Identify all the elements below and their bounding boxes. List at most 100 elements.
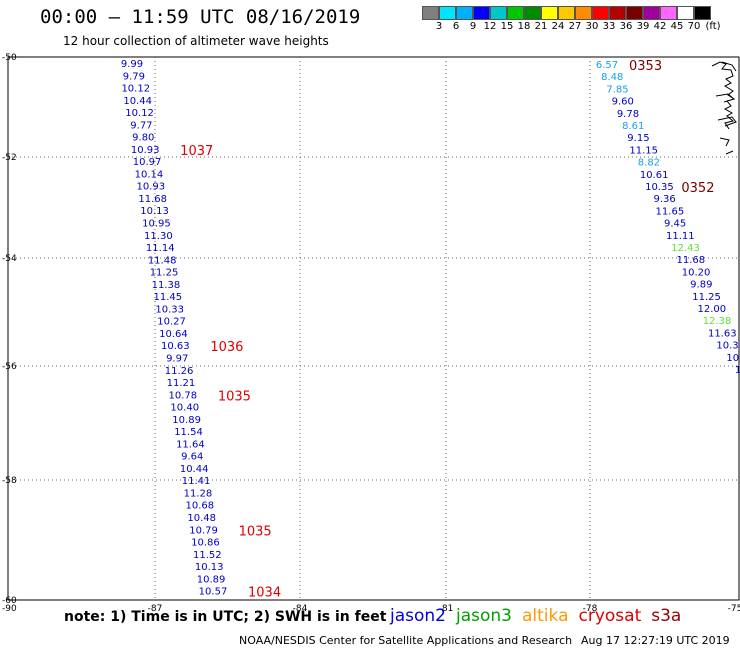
swh-value: 10.61	[640, 170, 669, 181]
footer-credit: NOAA/NESDIS Center for Satellite Applica…	[239, 634, 573, 647]
swh-value: 10.27	[157, 317, 186, 328]
swh-value: 10.12	[121, 84, 150, 95]
legend-label: 27	[568, 21, 582, 32]
swh-value: 11.28	[184, 488, 213, 499]
swh-value: 11.38	[152, 280, 181, 291]
swh-value: 10.86	[191, 538, 220, 549]
swh-value: 11.48	[148, 255, 177, 266]
swh-value: 10.79	[189, 525, 218, 536]
lat-tick-label: -50	[2, 53, 17, 63]
swh-value: 11.25	[692, 292, 721, 303]
lon-tick-label: -87	[148, 604, 163, 614]
swh-value: 6.57	[596, 60, 618, 71]
legend-label: 30	[585, 21, 599, 32]
swh-value: 10.40	[170, 403, 199, 414]
legend-label: 39	[636, 21, 650, 32]
swh-value: 9.60	[612, 97, 634, 108]
swh-value: 9.15	[627, 133, 649, 144]
swh-value: 10.3	[716, 341, 738, 352]
pass-time-label: 1037	[180, 144, 213, 159]
swh-value: 10.93	[131, 145, 160, 156]
legend-swatch	[507, 6, 524, 20]
swh-value: 10.63	[161, 341, 190, 352]
legend-label: 42	[653, 21, 667, 32]
pass-time-label: 1036	[210, 340, 243, 355]
swh-value: 10.57	[199, 587, 228, 598]
legend-swatch	[524, 6, 541, 20]
legend-label: 21	[534, 21, 548, 32]
legend-label: 18	[517, 21, 531, 32]
swh-value: 9.79	[123, 71, 145, 82]
satellite-jason2: jason2	[390, 606, 446, 626]
map-frame	[7, 56, 740, 601]
swh-value: 11.63	[708, 328, 737, 339]
swh-value: 9.89	[690, 280, 712, 291]
swh-value: 10.89	[197, 574, 226, 585]
legend-swatch	[473, 6, 490, 20]
swh-value: 10.13	[140, 206, 169, 217]
legend-swatch	[609, 6, 626, 20]
swh-value: 11.45	[153, 292, 182, 303]
page-title: 00:00 – 11:59 UTC 08/16/2019	[40, 6, 361, 28]
legend-swatch	[439, 6, 456, 20]
satellite-jason3: jason3	[456, 606, 512, 626]
swh-value: 10	[726, 353, 739, 364]
swh-value: 11.65	[656, 206, 685, 217]
swh-value: 11.64	[176, 439, 205, 450]
swh-value: 9.64	[181, 452, 203, 463]
lon-tick-label: -75	[728, 604, 740, 614]
lat-tick-label: -52	[2, 153, 17, 163]
lon-tick-label: -81	[439, 604, 454, 614]
footer-note: note: 1) Time is in UTC; 2) SWH is in fe…	[64, 609, 387, 625]
legend-label: 45	[670, 21, 684, 32]
swh-value: 10.12	[125, 108, 154, 119]
page-subtitle: 12 hour collection of altimeter wave hei…	[63, 34, 329, 48]
pass-time-label: 1035	[218, 389, 251, 404]
legend-label: 70	[687, 21, 701, 32]
legend-swatch	[660, 6, 677, 20]
legend-label: 36	[619, 21, 633, 32]
swh-value: 10.44	[123, 96, 152, 107]
swh-value: 11.30	[144, 231, 173, 242]
swh-value: 11.15	[629, 145, 658, 156]
swh-value: 10.13	[195, 562, 224, 573]
legend-swatch	[422, 6, 439, 20]
swh-value: 10.97	[133, 157, 162, 168]
swh-value: 10.48	[187, 513, 216, 524]
legend-label: 33	[602, 21, 616, 32]
lat-tick-label: -58	[2, 476, 17, 486]
legend-swatch	[558, 6, 575, 20]
footer-timestamp: Aug 17 12:27:19 UTC 2019	[581, 634, 730, 647]
swh-value: 1	[735, 365, 740, 376]
swh-value: 12.38	[703, 316, 732, 327]
legend-swatch	[490, 6, 507, 20]
legend-swatch	[677, 6, 694, 20]
legend-swatch	[643, 6, 660, 20]
swh-value: 10.89	[172, 415, 201, 426]
swh-value: 11.25	[150, 268, 179, 279]
swh-value: 10.14	[135, 169, 164, 180]
satellite-cryosat: cryosat	[578, 606, 642, 626]
legend-swatches	[422, 6, 711, 20]
lat-tick-label: -56	[2, 362, 17, 372]
satellite-s3a: s3a	[651, 606, 682, 626]
swh-value: 10.64	[159, 329, 188, 340]
pass-time-label: 1035	[239, 524, 272, 539]
swh-value: 12.43	[671, 243, 700, 254]
legend-swatch	[456, 6, 473, 20]
satellite-altika: altika	[522, 606, 569, 626]
swh-value: 7.85	[606, 84, 628, 95]
swh-value: 11.68	[138, 194, 167, 205]
satellite-legend: jason2 jason3 altika cryosat s3a	[390, 606, 681, 626]
legend-label: 9	[469, 21, 477, 32]
lat-tick-label: -60	[2, 596, 17, 606]
swh-value: 10.95	[142, 219, 171, 230]
pass-time-label: 1034	[248, 586, 281, 601]
lon-tick-label: -78	[583, 604, 598, 614]
legend-swatch	[541, 6, 558, 20]
swh-value: 10.33	[155, 304, 184, 315]
legend-label: 3	[435, 21, 443, 32]
swh-value: 9.78	[617, 109, 639, 120]
swh-value: 9.97	[166, 353, 188, 364]
